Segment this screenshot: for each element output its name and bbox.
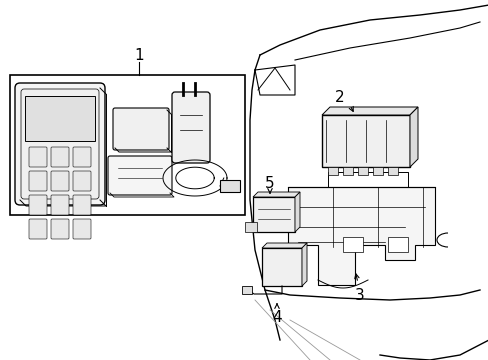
Bar [244, 222, 257, 232]
FancyBboxPatch shape [51, 195, 69, 215]
Bar [10, 75, 244, 215]
FancyBboxPatch shape [51, 171, 69, 191]
Bar [372, 167, 382, 175]
FancyBboxPatch shape [21, 89, 99, 199]
Text: 3: 3 [354, 288, 364, 302]
FancyBboxPatch shape [15, 83, 105, 205]
Text: 5: 5 [264, 175, 274, 190]
Polygon shape [252, 192, 299, 197]
FancyBboxPatch shape [113, 108, 169, 150]
FancyBboxPatch shape [73, 219, 91, 239]
Bar [387, 237, 407, 252]
Bar [220, 180, 240, 192]
Bar [321, 115, 409, 167]
FancyBboxPatch shape [73, 147, 91, 167]
Polygon shape [321, 107, 417, 115]
Polygon shape [262, 243, 306, 248]
Polygon shape [294, 192, 299, 232]
Polygon shape [302, 243, 306, 286]
FancyBboxPatch shape [108, 156, 172, 195]
FancyBboxPatch shape [73, 195, 91, 215]
Bar [342, 167, 352, 175]
Text: 1: 1 [134, 48, 143, 63]
FancyBboxPatch shape [29, 219, 47, 239]
FancyBboxPatch shape [29, 171, 47, 191]
Polygon shape [287, 187, 434, 285]
Text: 4: 4 [272, 310, 281, 325]
Bar [342, 237, 362, 252]
Text: 2: 2 [334, 90, 344, 104]
Bar [327, 167, 337, 175]
Polygon shape [409, 107, 417, 167]
FancyBboxPatch shape [29, 147, 47, 167]
Bar [252, 197, 294, 232]
Bar [262, 248, 302, 286]
FancyBboxPatch shape [51, 147, 69, 167]
FancyBboxPatch shape [29, 195, 47, 215]
Bar [387, 167, 397, 175]
FancyBboxPatch shape [51, 219, 69, 239]
Bar [357, 167, 367, 175]
FancyBboxPatch shape [73, 171, 91, 191]
Bar [25, 96, 95, 141]
Bar [242, 286, 251, 294]
FancyBboxPatch shape [172, 92, 209, 163]
